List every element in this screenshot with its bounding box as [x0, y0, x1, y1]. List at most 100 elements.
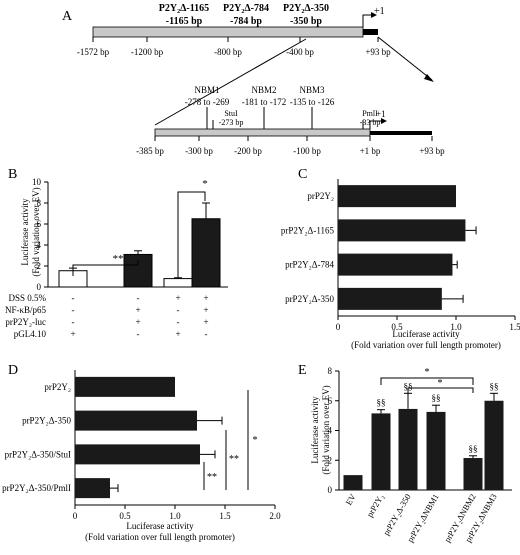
- zoom-axis-plus93: +93 bp: [419, 146, 445, 156]
- b-condition-mark: +: [203, 305, 208, 315]
- b-bars: [58, 202, 221, 288]
- b-condition-table: DSS 0.5% - - + + NF-κB/p65 - + - + prP2Y₂-luc - + - + p…: [5, 293, 209, 339]
- c-bar: [338, 219, 466, 242]
- nbm1-name: NBM1: [194, 85, 219, 95]
- zoom-axis-300: -300 bp: [185, 146, 213, 156]
- e-bar: [484, 400, 504, 490]
- exon-bar: [363, 29, 378, 35]
- c-xlabel-2: (Fold variation over full length promote…: [351, 340, 501, 350]
- c-x-tick-label: 1.5: [509, 322, 520, 332]
- zoom-exon-bar: [370, 131, 432, 135]
- e-y-tick-label: 2: [328, 455, 333, 465]
- e-sig-1: *: [425, 367, 430, 378]
- e-bar-annotation: §§: [404, 381, 413, 391]
- b-y-tick-label: 10: [32, 177, 42, 187]
- d-sig-2: **: [229, 454, 239, 465]
- panel-c-letter: C: [298, 167, 307, 182]
- e-bar-annotation: §§: [490, 381, 499, 391]
- c-bar: [338, 287, 442, 310]
- d-x-tick-label: 0.5: [119, 511, 131, 521]
- b-sig-bracket-1: [72, 260, 139, 276]
- tss-arrow: [362, 14, 374, 27]
- d-xlabel: Luciferase activity: [126, 521, 194, 531]
- label-p2y2-1165: P2Y₂Δ-1165: [159, 3, 209, 14]
- c-bars: prP2Y₂ prP2Y₂Δ-1165 prP2Y₂Δ-784 prP2Y₂Δ-350…: [281, 185, 520, 332]
- e-y-tick-label: 4: [328, 426, 333, 436]
- zoom-tss-arrow: [369, 120, 384, 129]
- b-condition-label: prP2Y₂-luc: [5, 317, 46, 327]
- e-bar: [371, 413, 391, 490]
- label-p2y2-350: P2Y₂Δ-350: [283, 3, 329, 14]
- e-ylabel: Luciferase activity: [310, 396, 320, 464]
- b-sig-2: *: [202, 178, 208, 190]
- b-condition-mark: +: [135, 305, 140, 315]
- b-condition-mark: -: [72, 317, 75, 327]
- e-category-label: prP2Y₂: [364, 492, 385, 519]
- zoom-line-left: [154, 38, 307, 126]
- b-condition-mark: +: [203, 317, 208, 327]
- label-p2y2-1165-bp: -1165 bp: [166, 16, 203, 27]
- label-p2y2-784-bp: -784 bp: [230, 16, 262, 27]
- d-bar: [75, 444, 200, 465]
- d-xlabel-2: (Fold variation over full length promote…: [85, 532, 235, 542]
- axis-label-1572: -1572 bp: [77, 47, 110, 57]
- tss-arrowhead: [371, 12, 377, 18]
- d-bar: [75, 478, 110, 499]
- e-y-tick-label: 0: [328, 485, 333, 495]
- b-y-ticks: 0 2 4 6 8 10: [32, 177, 48, 292]
- c-x-tick-label: 1.0: [450, 322, 462, 332]
- e-bar: [343, 475, 363, 490]
- c-category-label: prP2Y₂Δ-1165: [281, 225, 335, 235]
- b-y-tick-label: 0: [37, 282, 42, 292]
- d-category-label: prP2Y₂Δ-350/StuI: [5, 449, 71, 459]
- e-category-label: prP2Y₂Δ-350: [381, 492, 413, 537]
- nbm1-range: -278 to -269: [185, 97, 230, 107]
- e-category-label: EV: [343, 491, 358, 507]
- c-x-tick-label: 0.5: [391, 322, 403, 332]
- panel-a-letter: A: [62, 9, 73, 24]
- c-category-label: prP2Y₂Δ-350: [285, 294, 334, 304]
- label-p2y2-350-bp: -350 bp: [290, 16, 322, 27]
- b-ylabel: Luciferase activity: [20, 198, 30, 266]
- b-condition-mark: -: [177, 305, 180, 315]
- panel-b: B Luciferase activity (Fold variation ov…: [5, 167, 228, 339]
- zoom-tss-arrowhead: [381, 118, 387, 124]
- d-bar: [75, 410, 197, 431]
- e-bar: [463, 458, 483, 490]
- c-x-tick-label: 0: [336, 322, 341, 332]
- d-bar: [75, 376, 175, 397]
- zoom-axis-plus1: +1 bp: [360, 146, 381, 156]
- nbm3-range: -135 to -126: [290, 97, 335, 107]
- e-y-tick-label: 6: [328, 396, 333, 406]
- e-y-tick-label: 8: [328, 366, 333, 376]
- b-condition-mark: -: [205, 329, 208, 339]
- d-category-label: prP2Y₂: [44, 382, 71, 392]
- nbm3-name: NBM3: [299, 85, 325, 95]
- zoom-axis-385: -385 bp: [136, 146, 164, 156]
- stui-name: StuI: [224, 109, 238, 118]
- zoom-axis-100: -100 bp: [293, 146, 321, 156]
- c-bar: [338, 185, 456, 208]
- zoom-tss-label: +1: [376, 109, 386, 119]
- b-y-tick-label: 6: [37, 219, 42, 229]
- b-condition-mark: -: [137, 329, 140, 339]
- b-condition-mark: -: [177, 317, 180, 327]
- b-bar: [191, 218, 221, 288]
- b-condition-label: NF-κB/p65: [5, 305, 47, 315]
- e-bar-annotation: §§: [377, 398, 386, 408]
- stui-pos: -273 bp: [219, 118, 244, 127]
- d-category-label: prP2Y₂Δ-350/PmlI: [2, 483, 71, 493]
- panel-d: D prP2Y₂prP2Y₂Δ-350prP2Y₂Δ-350/StuIprP2Y…: [2, 363, 281, 542]
- d-x-tick-label: 0: [73, 511, 78, 521]
- c-category-label: prP2Y₂: [307, 191, 334, 201]
- d-x-tick-label: 1.0: [169, 511, 181, 521]
- e-sig-bracket-1: [380, 377, 474, 385]
- axis-label-400: -400 bp: [286, 47, 314, 57]
- b-condition-label: DSS 0.5%: [8, 293, 46, 303]
- axis-label-plus93: +93 bp: [365, 47, 391, 57]
- tss-label: +1: [374, 6, 385, 17]
- nbm2-name: NBM2: [251, 85, 276, 95]
- b-y-tick-label: 8: [37, 198, 42, 208]
- c-bar: [338, 253, 453, 276]
- zoom-axis-200: -200 bp: [234, 146, 262, 156]
